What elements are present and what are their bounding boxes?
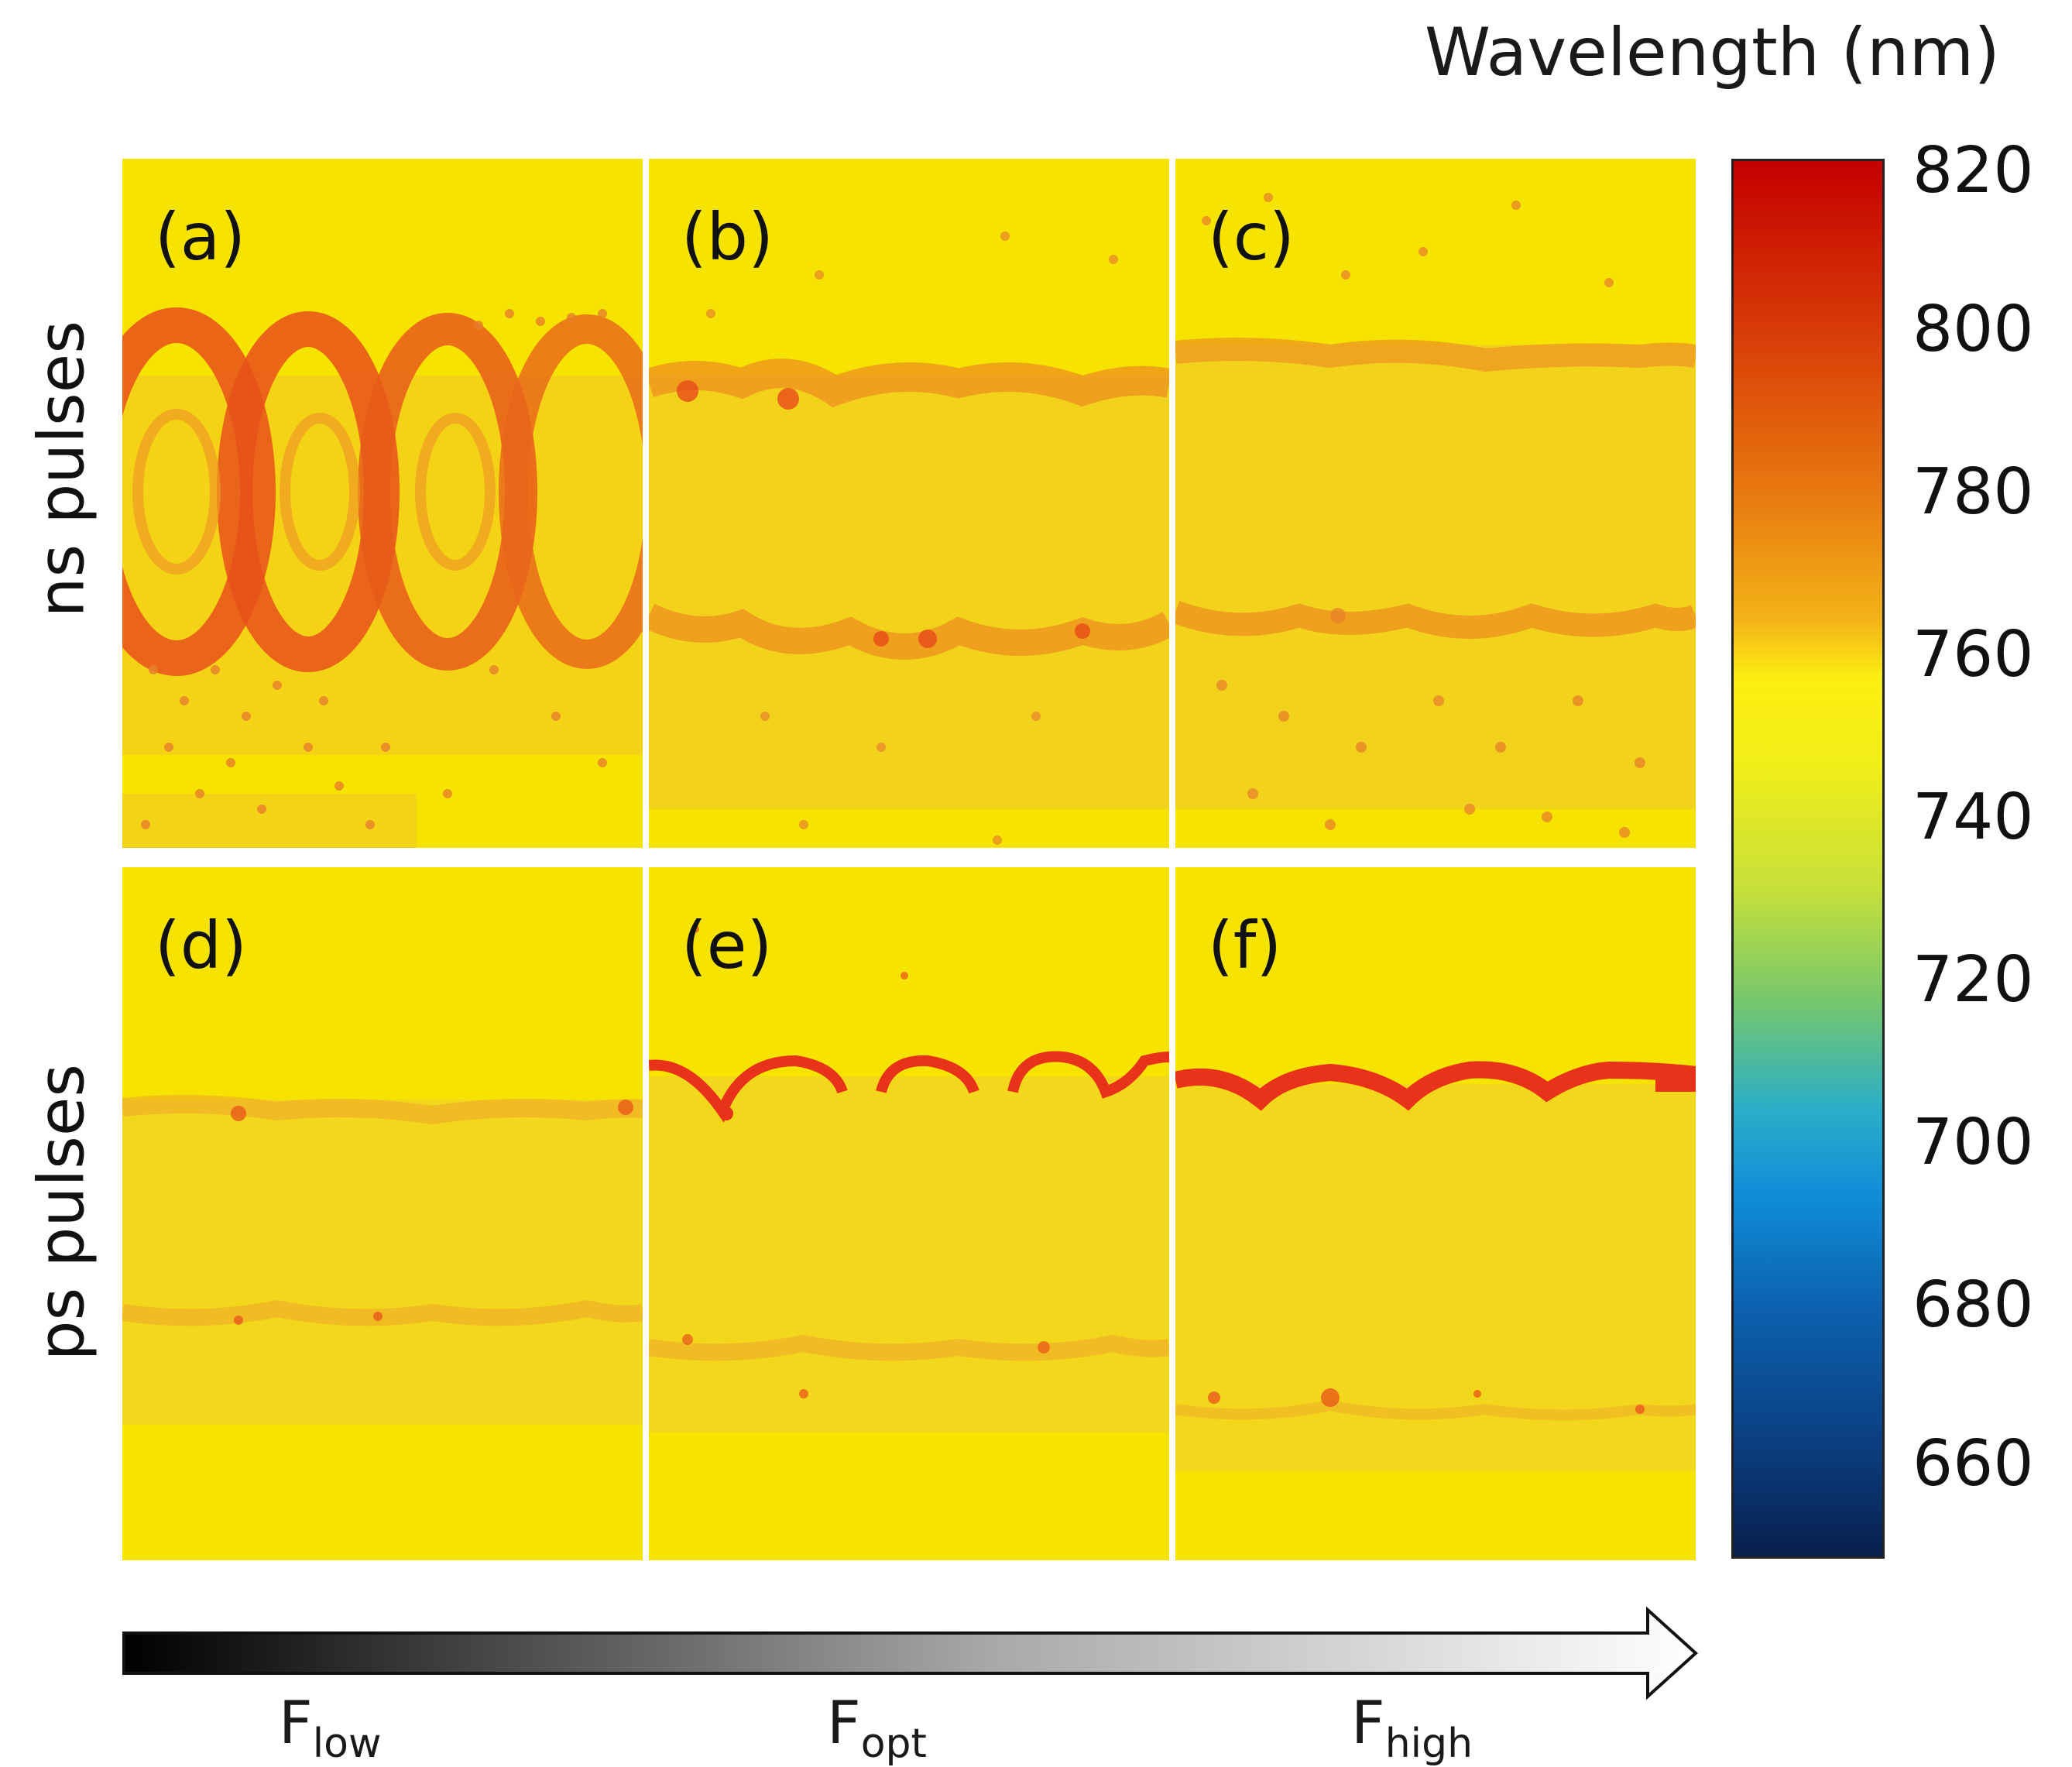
colorbar-tick: 720 xyxy=(1912,943,2034,1017)
panel-f-map xyxy=(1175,867,1696,1560)
colorbar-tick: 680 xyxy=(1912,1268,2034,1342)
panel-d-map xyxy=(122,867,643,1560)
fluence-label-low: Flow xyxy=(279,1688,382,1767)
panel-e-map xyxy=(649,867,1169,1560)
panel-c-label: (c) xyxy=(1208,199,1295,275)
row-label-ns: ns pulses xyxy=(25,321,99,618)
fluence-arrow xyxy=(122,1607,1698,1700)
panel-f-label: (f) xyxy=(1208,908,1282,983)
colorbar-tick: 820 xyxy=(1912,134,2034,208)
panel-a-label: (a) xyxy=(155,199,246,275)
panel-c-map xyxy=(1175,159,1696,848)
colorbar xyxy=(1731,159,1885,1559)
panel-e: (e) xyxy=(649,867,1169,1560)
colorbar-tick: 780 xyxy=(1912,455,2034,529)
colorbar-tick: 700 xyxy=(1912,1106,2034,1179)
colorbar-tick: 760 xyxy=(1912,618,2034,691)
panel-f: (f) xyxy=(1175,867,1696,1560)
panel-b: (b) xyxy=(649,159,1169,848)
fluence-label-opt: Fopt xyxy=(827,1688,927,1767)
colorbar-tick: 800 xyxy=(1912,293,2034,366)
panel-d-label: (d) xyxy=(155,908,247,983)
panel-c: (c) xyxy=(1175,159,1696,848)
panel-b-map xyxy=(649,159,1169,848)
panel-d: (d) xyxy=(122,867,643,1560)
colorbar-tick: 660 xyxy=(1912,1427,2034,1501)
colorbar-title: Wavelength (nm) xyxy=(1425,14,2000,91)
panel-a-map xyxy=(122,159,643,848)
fluence-label-high: Fhigh xyxy=(1351,1688,1473,1767)
row-label-ps: ps pulses xyxy=(25,1063,99,1361)
panel-e-label: (e) xyxy=(681,908,773,983)
colorbar-tick: 740 xyxy=(1912,781,2034,854)
panel-b-label: (b) xyxy=(681,199,774,275)
panel-a: (a) xyxy=(122,159,643,848)
